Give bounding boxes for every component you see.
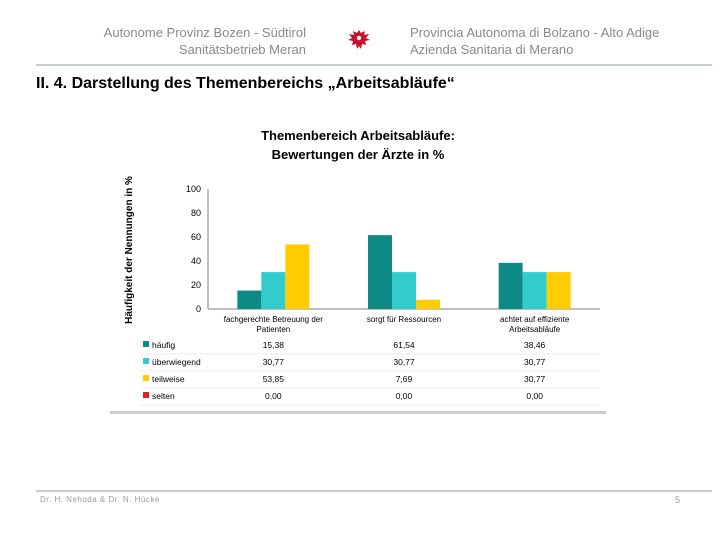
header-left: Autonome Provinz Bozen - Südtirol Sanitä…	[20, 24, 306, 58]
bar-teilweise-1	[285, 244, 310, 309]
legend-label-3: teilweise	[152, 374, 185, 384]
bar-hufig-1	[237, 290, 262, 309]
page-number: 5	[674, 495, 680, 505]
bar-berwiegend-3	[522, 272, 547, 309]
chart-title: Themenbereich Arbeitsabläufe:	[261, 128, 455, 143]
chart-shadow	[110, 411, 606, 414]
section-title: II. 4. Darstellung des Themenbereichs „A…	[36, 75, 455, 92]
legend-label-2: überwiegend	[152, 357, 201, 367]
y-tick-label: 0	[196, 304, 201, 314]
footer-divider	[36, 490, 712, 492]
bar-hufig-3	[498, 262, 523, 309]
x-tick-label: Arbeitsabläufe	[509, 325, 561, 334]
header-left-line2: Sanitätsbetrieb Meran	[178, 42, 306, 57]
data-label: 61,54	[393, 340, 415, 350]
data-label: 53,85	[263, 374, 285, 384]
y-tick-label: 20	[191, 280, 201, 290]
data-label: 30,77	[263, 357, 285, 367]
legend-swatch-4	[143, 392, 149, 398]
bar-berwiegend-2	[392, 272, 416, 309]
legend-swatch-1	[143, 341, 149, 347]
y-tick-label: 80	[191, 208, 201, 218]
data-label: 0,00	[396, 391, 413, 401]
y-tick-label: 100	[186, 184, 201, 194]
header-right-line2: Azienda Sanitaria di Merano	[410, 42, 574, 57]
x-tick-label: Patienten	[256, 325, 290, 334]
x-tick-label: sorgt für Ressourcen	[367, 315, 441, 324]
data-label: 38,46	[524, 340, 546, 350]
data-label: 30,77	[524, 374, 546, 384]
bar-berwiegend-1	[261, 272, 286, 309]
footer-authors: Dr. H. Nehoda & Dr. N. Hücke	[40, 495, 160, 504]
data-label: 0,00	[526, 391, 543, 401]
x-tick-label: fachgerechte Betreuung der	[224, 315, 324, 324]
header-divider	[36, 64, 712, 66]
bar-hufig-2	[368, 235, 392, 309]
y-axis-label: Häufigkeit der Nennungen in %	[124, 176, 135, 324]
header-left-line1: Autonome Provinz Bozen - Südtirol	[103, 25, 306, 40]
bar-chart: Themenbereich Arbeitsabläufe: Bewertungen…	[124, 128, 600, 406]
data-label: 30,77	[393, 357, 415, 367]
data-label: 0,00	[265, 391, 282, 401]
data-label: 30,77	[524, 357, 546, 367]
chart-subtitle: Bewertungen der Ärzte in %	[272, 147, 445, 162]
legend-label-1: häufig	[152, 340, 175, 350]
legend-swatch-3	[143, 375, 149, 381]
data-label: 15,38	[263, 340, 285, 350]
y-tick-label: 40	[191, 256, 201, 266]
legend-label-4: selten	[152, 391, 175, 401]
bar-teilweise-2	[416, 299, 440, 309]
bar-teilweise-3	[546, 272, 571, 309]
data-label: 7,69	[396, 374, 413, 384]
header-right-line1: Provincia Autonoma di Bolzano - Alto Adi…	[410, 25, 660, 40]
x-tick-label: achtet auf effiziente	[500, 315, 570, 324]
eagle-emblem-icon	[348, 30, 370, 49]
y-tick-label: 60	[191, 232, 201, 242]
legend-swatch-2	[143, 358, 149, 364]
header-right: Provincia Autonoma di Bolzano - Alto Adi…	[410, 24, 710, 58]
